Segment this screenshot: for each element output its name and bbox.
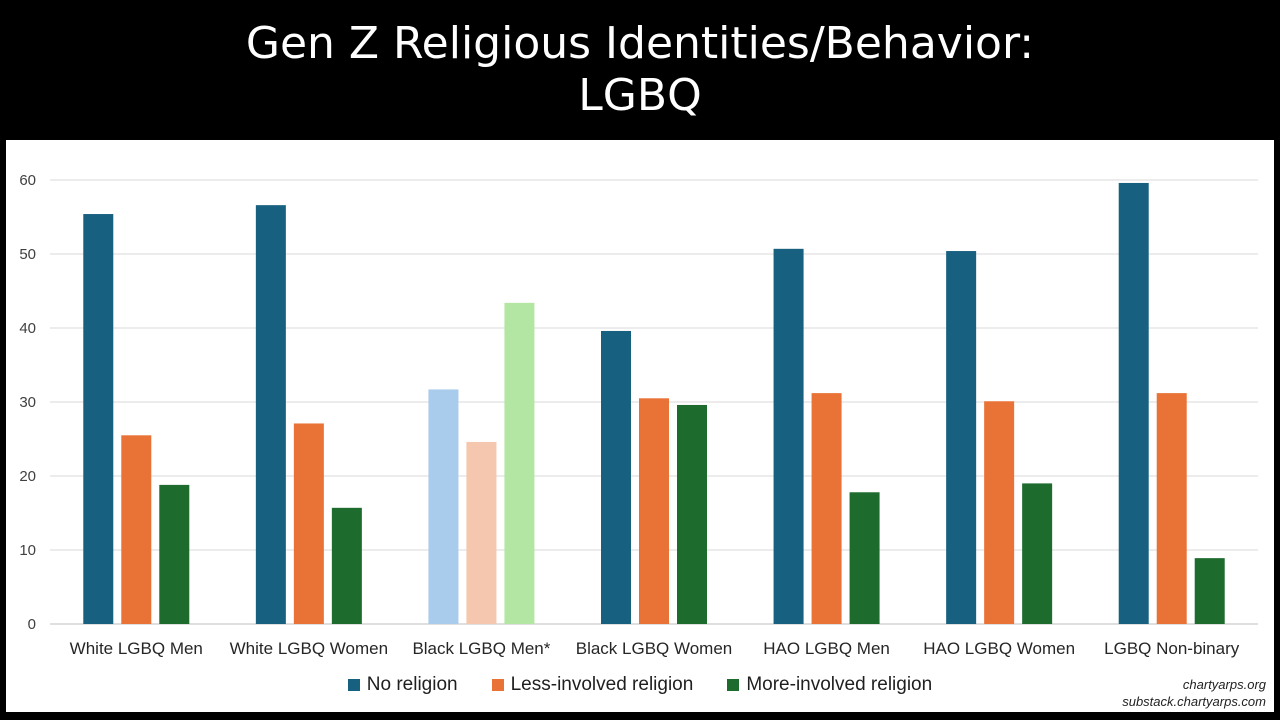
bar-more-involved-4 [849, 492, 880, 624]
x-tick-label-0: White LGBQ Men [70, 639, 203, 658]
legend-swatch-more-involved [727, 679, 740, 691]
x-tick-label-6: LGBQ Non-binary [1104, 639, 1240, 658]
bar-less-involved-1 [293, 423, 324, 624]
bar-more-involved-6 [1194, 558, 1225, 624]
y-tick-label-20: 20 [19, 468, 36, 485]
credits: chartyarps.org substack.chartyarps.com [1122, 676, 1266, 710]
legend-swatch-no-religion [347, 679, 360, 691]
legend: No religion Less-involved religion More-… [0, 670, 1280, 700]
legend-item-more-involved: More-involved religion [727, 674, 932, 696]
y-tick-label-40: 40 [19, 320, 36, 337]
x-tick-label-1: White LGBQ Women [230, 639, 388, 658]
y-tick-label-60: 60 [19, 172, 36, 189]
x-tick-label-2: Black LGBQ Men* [412, 639, 550, 658]
bar-more-involved-3 [677, 404, 707, 624]
legend-label-less-involved: Less-involved religion [510, 674, 694, 695]
bar-no-religion-0 [83, 214, 114, 625]
bar-no-religion-4 [773, 248, 804, 624]
credit-line-2: substack.chartyarps.com [1122, 694, 1266, 709]
bar-no-religion-3 [601, 330, 631, 624]
y-tick-label-0: 0 [28, 616, 36, 633]
x-tick-label-5: HAO LGBQ Women [923, 639, 1075, 658]
bar-less-involved-0 [121, 435, 152, 624]
bar-less-involved-4 [811, 393, 842, 624]
legend-item-no-religion: No religion [347, 674, 458, 696]
title-line-1: Gen Z Religious Identities/Behavior: [245, 18, 1035, 69]
legend-swatch-less-involved [491, 679, 504, 691]
bar-less-involved-2 [466, 441, 497, 624]
x-tick-label-4: HAO LGBQ Men [763, 639, 890, 658]
legend-label-no-religion: No religion [366, 674, 458, 695]
bar-more-involved-0 [159, 484, 190, 624]
bar-less-involved-6 [1156, 393, 1187, 624]
bar-no-religion-6 [1118, 182, 1149, 624]
bar-no-religion-2 [428, 389, 459, 624]
bar-less-involved-5 [984, 401, 1015, 624]
chart-title: Gen Z Religious Identities/Behavior: LGB… [0, 0, 1280, 140]
title-line-2: LGBQ [578, 70, 702, 121]
legend-item-less-involved: Less-involved religion [491, 674, 694, 696]
bar-more-involved-2 [504, 302, 535, 624]
y-tick-label-50: 50 [19, 246, 36, 263]
bar-no-religion-1 [255, 205, 286, 624]
legend-label-more-involved: More-involved religion [746, 674, 933, 695]
y-tick-label-10: 10 [19, 542, 36, 559]
bar-less-involved-3 [639, 398, 669, 624]
bar-more-involved-5 [1022, 483, 1053, 624]
bar-more-involved-1 [331, 507, 362, 624]
y-tick-label-30: 30 [19, 394, 36, 411]
bar-no-religion-5 [946, 251, 977, 625]
x-tick-label-3: Black LGBQ Women [576, 639, 733, 658]
credit-line-1: chartyarps.org [1182, 677, 1266, 692]
